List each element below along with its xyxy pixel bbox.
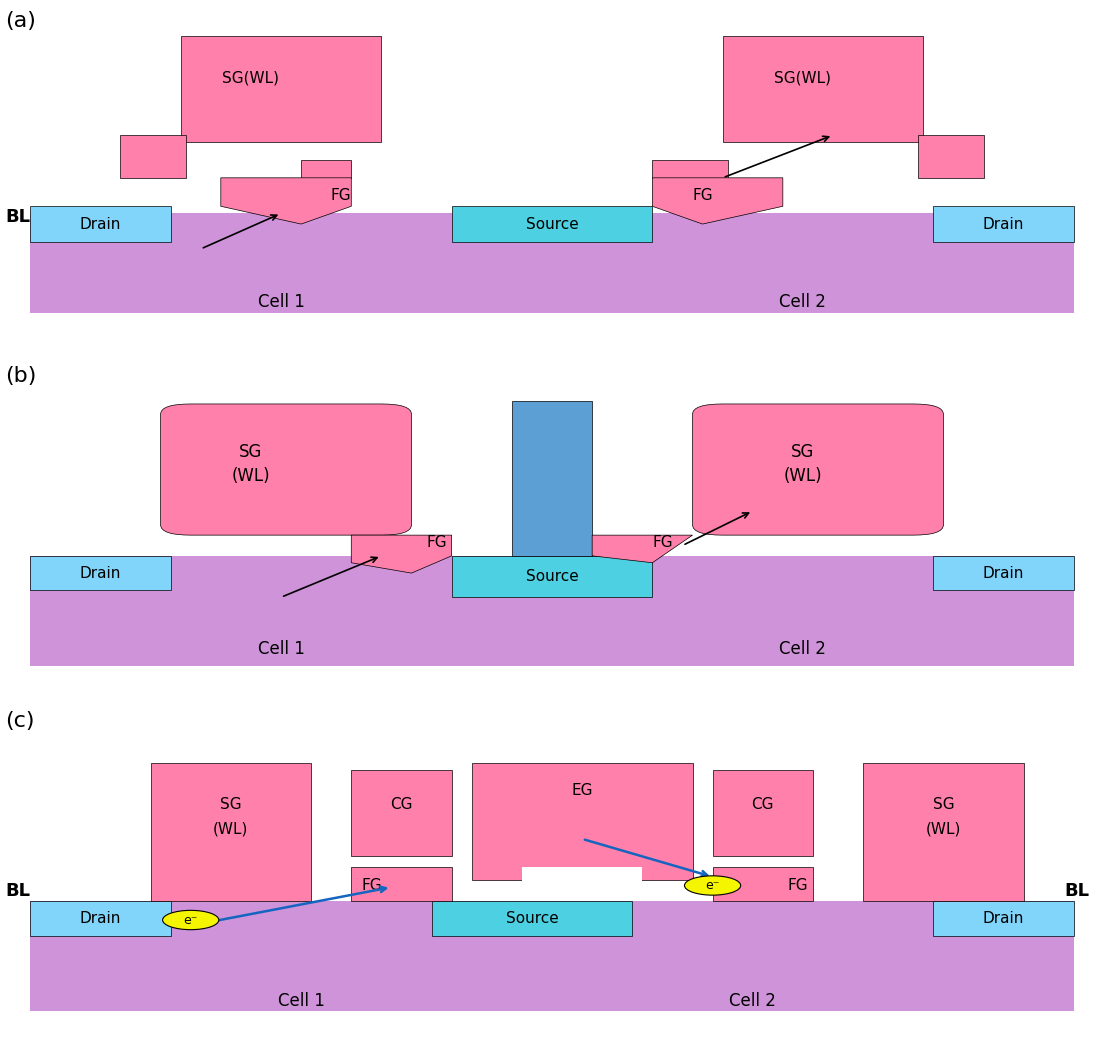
FancyBboxPatch shape bbox=[452, 555, 652, 597]
FancyBboxPatch shape bbox=[30, 555, 1074, 666]
Text: Drain: Drain bbox=[79, 566, 121, 581]
FancyBboxPatch shape bbox=[712, 770, 813, 856]
FancyBboxPatch shape bbox=[919, 135, 984, 178]
FancyBboxPatch shape bbox=[933, 206, 1074, 242]
Circle shape bbox=[684, 876, 741, 895]
Text: CG: CG bbox=[390, 797, 413, 812]
FancyBboxPatch shape bbox=[723, 36, 923, 142]
FancyBboxPatch shape bbox=[30, 213, 1074, 313]
Text: FG: FG bbox=[692, 188, 713, 203]
FancyBboxPatch shape bbox=[150, 763, 311, 901]
Text: Source: Source bbox=[526, 217, 578, 231]
FancyBboxPatch shape bbox=[351, 770, 452, 856]
Text: BL: BL bbox=[6, 208, 30, 226]
Text: FG: FG bbox=[652, 535, 672, 549]
FancyBboxPatch shape bbox=[652, 160, 728, 178]
FancyBboxPatch shape bbox=[30, 901, 1074, 1011]
FancyBboxPatch shape bbox=[30, 206, 171, 242]
Text: Drain: Drain bbox=[79, 911, 121, 926]
FancyBboxPatch shape bbox=[351, 866, 452, 901]
FancyBboxPatch shape bbox=[30, 901, 171, 935]
Circle shape bbox=[162, 910, 219, 930]
FancyBboxPatch shape bbox=[471, 763, 692, 881]
FancyBboxPatch shape bbox=[432, 901, 633, 935]
Text: (b): (b) bbox=[6, 366, 36, 386]
Text: Source: Source bbox=[526, 569, 578, 584]
FancyBboxPatch shape bbox=[712, 866, 813, 901]
Text: BL: BL bbox=[1064, 882, 1089, 900]
FancyBboxPatch shape bbox=[933, 555, 1074, 590]
Text: EG: EG bbox=[572, 783, 593, 798]
Text: (WL): (WL) bbox=[784, 468, 822, 485]
Text: (WL): (WL) bbox=[213, 821, 248, 836]
FancyBboxPatch shape bbox=[30, 555, 171, 590]
FancyBboxPatch shape bbox=[692, 404, 944, 536]
Text: (WL): (WL) bbox=[232, 468, 270, 485]
Text: FG: FG bbox=[361, 878, 382, 893]
FancyBboxPatch shape bbox=[522, 866, 643, 901]
Text: Drain: Drain bbox=[79, 217, 121, 231]
Text: Cell 1: Cell 1 bbox=[277, 992, 325, 1010]
Text: (a): (a) bbox=[6, 10, 36, 30]
FancyBboxPatch shape bbox=[160, 404, 412, 536]
Polygon shape bbox=[592, 536, 692, 563]
Text: Source: Source bbox=[506, 911, 559, 926]
Text: (WL): (WL) bbox=[926, 821, 962, 836]
FancyBboxPatch shape bbox=[863, 763, 1023, 901]
Polygon shape bbox=[351, 536, 452, 573]
Polygon shape bbox=[652, 178, 783, 224]
Text: Drain: Drain bbox=[983, 911, 1025, 926]
Text: BL: BL bbox=[6, 882, 30, 900]
Text: SG: SG bbox=[792, 444, 815, 461]
Text: FG: FG bbox=[426, 535, 447, 549]
Text: FG: FG bbox=[788, 878, 808, 893]
Text: Cell 2: Cell 2 bbox=[730, 992, 776, 1010]
FancyBboxPatch shape bbox=[512, 401, 592, 555]
Text: FG: FG bbox=[331, 188, 351, 203]
Text: Cell 1: Cell 1 bbox=[257, 640, 305, 658]
FancyBboxPatch shape bbox=[933, 901, 1074, 935]
Text: Drain: Drain bbox=[983, 217, 1025, 231]
FancyBboxPatch shape bbox=[452, 206, 652, 242]
Text: SG(WL): SG(WL) bbox=[774, 71, 831, 86]
FancyBboxPatch shape bbox=[181, 36, 381, 142]
Text: CG: CG bbox=[752, 797, 774, 812]
Text: SG(WL): SG(WL) bbox=[222, 71, 279, 86]
FancyBboxPatch shape bbox=[301, 160, 351, 178]
Text: SG: SG bbox=[933, 797, 954, 812]
Text: e⁻: e⁻ bbox=[705, 879, 720, 892]
Text: Cell 1: Cell 1 bbox=[257, 293, 305, 312]
Text: Cell 2: Cell 2 bbox=[779, 640, 827, 658]
Text: e⁻: e⁻ bbox=[183, 913, 198, 927]
Text: (c): (c) bbox=[6, 711, 34, 731]
Text: SG: SG bbox=[220, 797, 242, 812]
FancyBboxPatch shape bbox=[120, 135, 185, 178]
Text: Drain: Drain bbox=[983, 566, 1025, 581]
Polygon shape bbox=[221, 178, 351, 224]
Text: SG: SG bbox=[240, 444, 263, 461]
Text: Cell 2: Cell 2 bbox=[779, 293, 827, 312]
